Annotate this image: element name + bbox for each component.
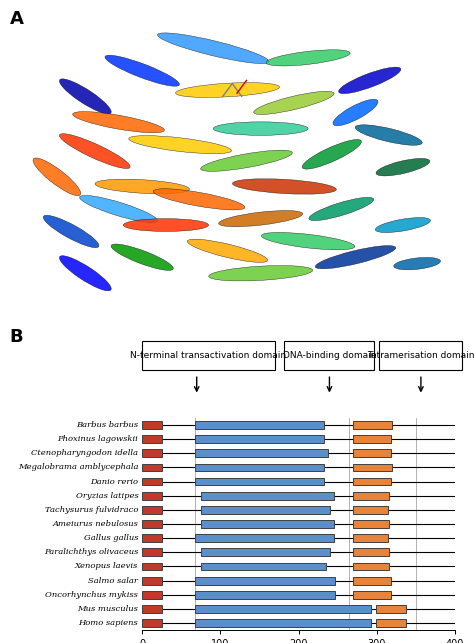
Ellipse shape xyxy=(123,219,209,231)
FancyBboxPatch shape xyxy=(353,520,389,528)
Ellipse shape xyxy=(157,33,269,64)
Ellipse shape xyxy=(111,244,173,270)
Ellipse shape xyxy=(302,140,361,169)
Ellipse shape xyxy=(175,82,280,98)
Text: A: A xyxy=(9,10,23,28)
Ellipse shape xyxy=(261,232,355,250)
FancyBboxPatch shape xyxy=(201,492,334,500)
FancyBboxPatch shape xyxy=(353,591,391,599)
FancyBboxPatch shape xyxy=(201,520,334,528)
FancyBboxPatch shape xyxy=(195,534,334,542)
FancyBboxPatch shape xyxy=(353,478,391,485)
Ellipse shape xyxy=(254,91,334,114)
FancyBboxPatch shape xyxy=(142,619,162,627)
Ellipse shape xyxy=(73,112,164,132)
FancyBboxPatch shape xyxy=(195,605,371,613)
FancyBboxPatch shape xyxy=(353,435,391,443)
Ellipse shape xyxy=(355,125,422,145)
Text: Ctenopharyngodon idella: Ctenopharyngodon idella xyxy=(31,449,138,457)
FancyBboxPatch shape xyxy=(353,492,389,500)
FancyBboxPatch shape xyxy=(353,449,391,457)
Ellipse shape xyxy=(219,210,303,227)
Ellipse shape xyxy=(213,122,308,136)
FancyBboxPatch shape xyxy=(376,605,406,613)
Text: DNA-binding domain: DNA-binding domain xyxy=(283,351,376,359)
FancyBboxPatch shape xyxy=(142,577,162,584)
FancyBboxPatch shape xyxy=(195,435,324,443)
FancyBboxPatch shape xyxy=(376,619,406,627)
FancyBboxPatch shape xyxy=(353,464,392,471)
Ellipse shape xyxy=(333,99,378,126)
Text: Barbus barbus: Barbus barbus xyxy=(76,421,138,429)
Ellipse shape xyxy=(187,239,268,262)
Text: Megalobrama amblycephala: Megalobrama amblycephala xyxy=(18,464,138,471)
Text: Xenopus laevis: Xenopus laevis xyxy=(75,563,138,570)
Ellipse shape xyxy=(394,257,440,270)
FancyBboxPatch shape xyxy=(195,449,328,457)
Ellipse shape xyxy=(80,195,157,222)
Ellipse shape xyxy=(376,158,430,176)
Text: Salmo salar: Salmo salar xyxy=(89,577,138,584)
FancyBboxPatch shape xyxy=(142,435,162,443)
FancyBboxPatch shape xyxy=(142,605,162,613)
Text: Oncorhynchus mykiss: Oncorhynchus mykiss xyxy=(46,591,138,599)
Ellipse shape xyxy=(375,217,430,233)
FancyBboxPatch shape xyxy=(353,421,392,429)
Text: Phoxinus lagowskii: Phoxinus lagowskii xyxy=(57,435,138,443)
Text: Danio rerio: Danio rerio xyxy=(90,478,138,485)
Ellipse shape xyxy=(129,136,231,154)
Text: Oryzias latipes: Oryzias latipes xyxy=(75,492,138,500)
FancyBboxPatch shape xyxy=(201,506,330,514)
FancyBboxPatch shape xyxy=(142,563,162,570)
Text: Tachysurus fulvidraco: Tachysurus fulvidraco xyxy=(45,506,138,514)
FancyBboxPatch shape xyxy=(353,548,389,556)
Ellipse shape xyxy=(43,215,99,248)
FancyBboxPatch shape xyxy=(142,548,162,556)
FancyBboxPatch shape xyxy=(142,464,162,471)
Ellipse shape xyxy=(59,256,111,291)
FancyBboxPatch shape xyxy=(353,577,391,584)
FancyBboxPatch shape xyxy=(353,563,389,570)
FancyBboxPatch shape xyxy=(142,591,162,599)
Ellipse shape xyxy=(309,197,374,221)
FancyBboxPatch shape xyxy=(142,421,162,429)
Ellipse shape xyxy=(153,189,245,210)
FancyBboxPatch shape xyxy=(201,563,326,570)
FancyBboxPatch shape xyxy=(142,449,162,457)
Ellipse shape xyxy=(232,179,337,194)
Text: Ameiurus nebulosus: Ameiurus nebulosus xyxy=(53,520,138,528)
Text: Homo sapiens: Homo sapiens xyxy=(79,619,138,627)
FancyBboxPatch shape xyxy=(142,506,162,514)
FancyBboxPatch shape xyxy=(353,506,388,514)
Ellipse shape xyxy=(59,79,111,114)
FancyBboxPatch shape xyxy=(201,548,330,556)
Text: N-terminal transactivation domain: N-terminal transactivation domain xyxy=(130,351,287,359)
FancyBboxPatch shape xyxy=(142,478,162,485)
Ellipse shape xyxy=(338,67,401,94)
Text: Mus musculus: Mus musculus xyxy=(77,605,138,613)
Text: Paralichthys olivaceus: Paralichthys olivaceus xyxy=(44,548,138,556)
Ellipse shape xyxy=(266,50,350,66)
FancyBboxPatch shape xyxy=(195,478,324,485)
FancyBboxPatch shape xyxy=(142,534,162,542)
FancyBboxPatch shape xyxy=(195,464,324,471)
Text: B: B xyxy=(9,328,23,346)
Ellipse shape xyxy=(33,158,81,195)
FancyBboxPatch shape xyxy=(195,591,335,599)
FancyBboxPatch shape xyxy=(195,421,324,429)
Ellipse shape xyxy=(59,134,130,168)
Ellipse shape xyxy=(95,179,190,194)
FancyBboxPatch shape xyxy=(195,577,335,584)
FancyBboxPatch shape xyxy=(142,492,162,500)
Ellipse shape xyxy=(201,150,292,171)
Ellipse shape xyxy=(315,246,396,269)
FancyBboxPatch shape xyxy=(353,534,388,542)
Text: Tetramerisation domain: Tetramerisation domain xyxy=(367,351,474,359)
Ellipse shape xyxy=(105,55,180,86)
Text: Gallus gallus: Gallus gallus xyxy=(84,534,138,542)
Ellipse shape xyxy=(209,266,313,281)
FancyBboxPatch shape xyxy=(142,520,162,528)
FancyBboxPatch shape xyxy=(195,619,371,627)
